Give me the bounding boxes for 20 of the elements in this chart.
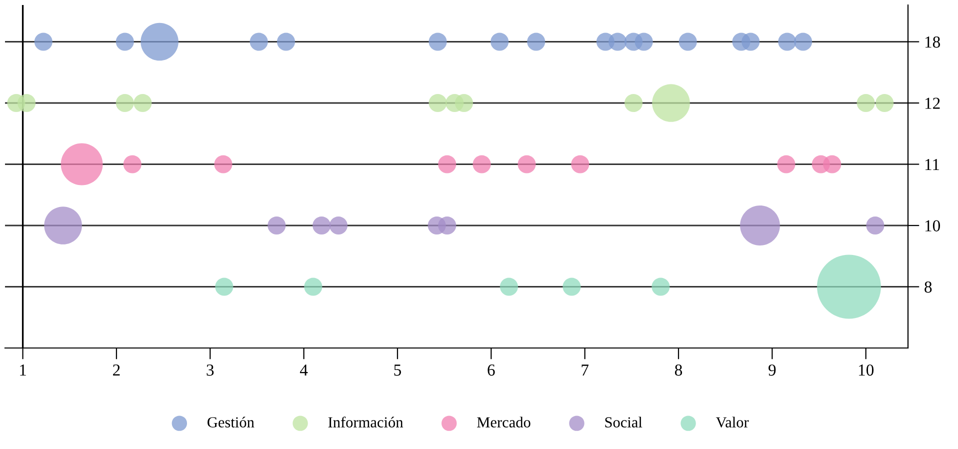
x-tick-label: 10: [858, 364, 874, 376]
x-tick-label: 2: [113, 364, 120, 376]
y-tick-label: 18: [925, 36, 940, 48]
y-tick-label: 10: [925, 220, 940, 232]
legend-label: Gestión: [208, 416, 254, 428]
y-tick-label: 8: [924, 281, 932, 293]
x-tick-label: 7: [582, 364, 589, 376]
y-tick-label: 12: [925, 98, 940, 109]
x-tick-label: 1: [20, 364, 26, 376]
x-tick-label: 6: [488, 364, 495, 376]
legend-label: Mercado: [477, 416, 530, 428]
x-tick-label: 9: [768, 364, 776, 376]
x-tick-label: 4: [300, 364, 308, 376]
legend-label: Valor: [716, 416, 749, 428]
legend-label: Información: [328, 416, 404, 428]
legend-label: Social: [605, 416, 642, 428]
x-tick-label: 3: [206, 364, 214, 376]
x-tick-label: 8: [674, 364, 682, 376]
x-tick-label: 5: [394, 364, 401, 376]
y-tick-label: 11: [925, 159, 940, 170]
